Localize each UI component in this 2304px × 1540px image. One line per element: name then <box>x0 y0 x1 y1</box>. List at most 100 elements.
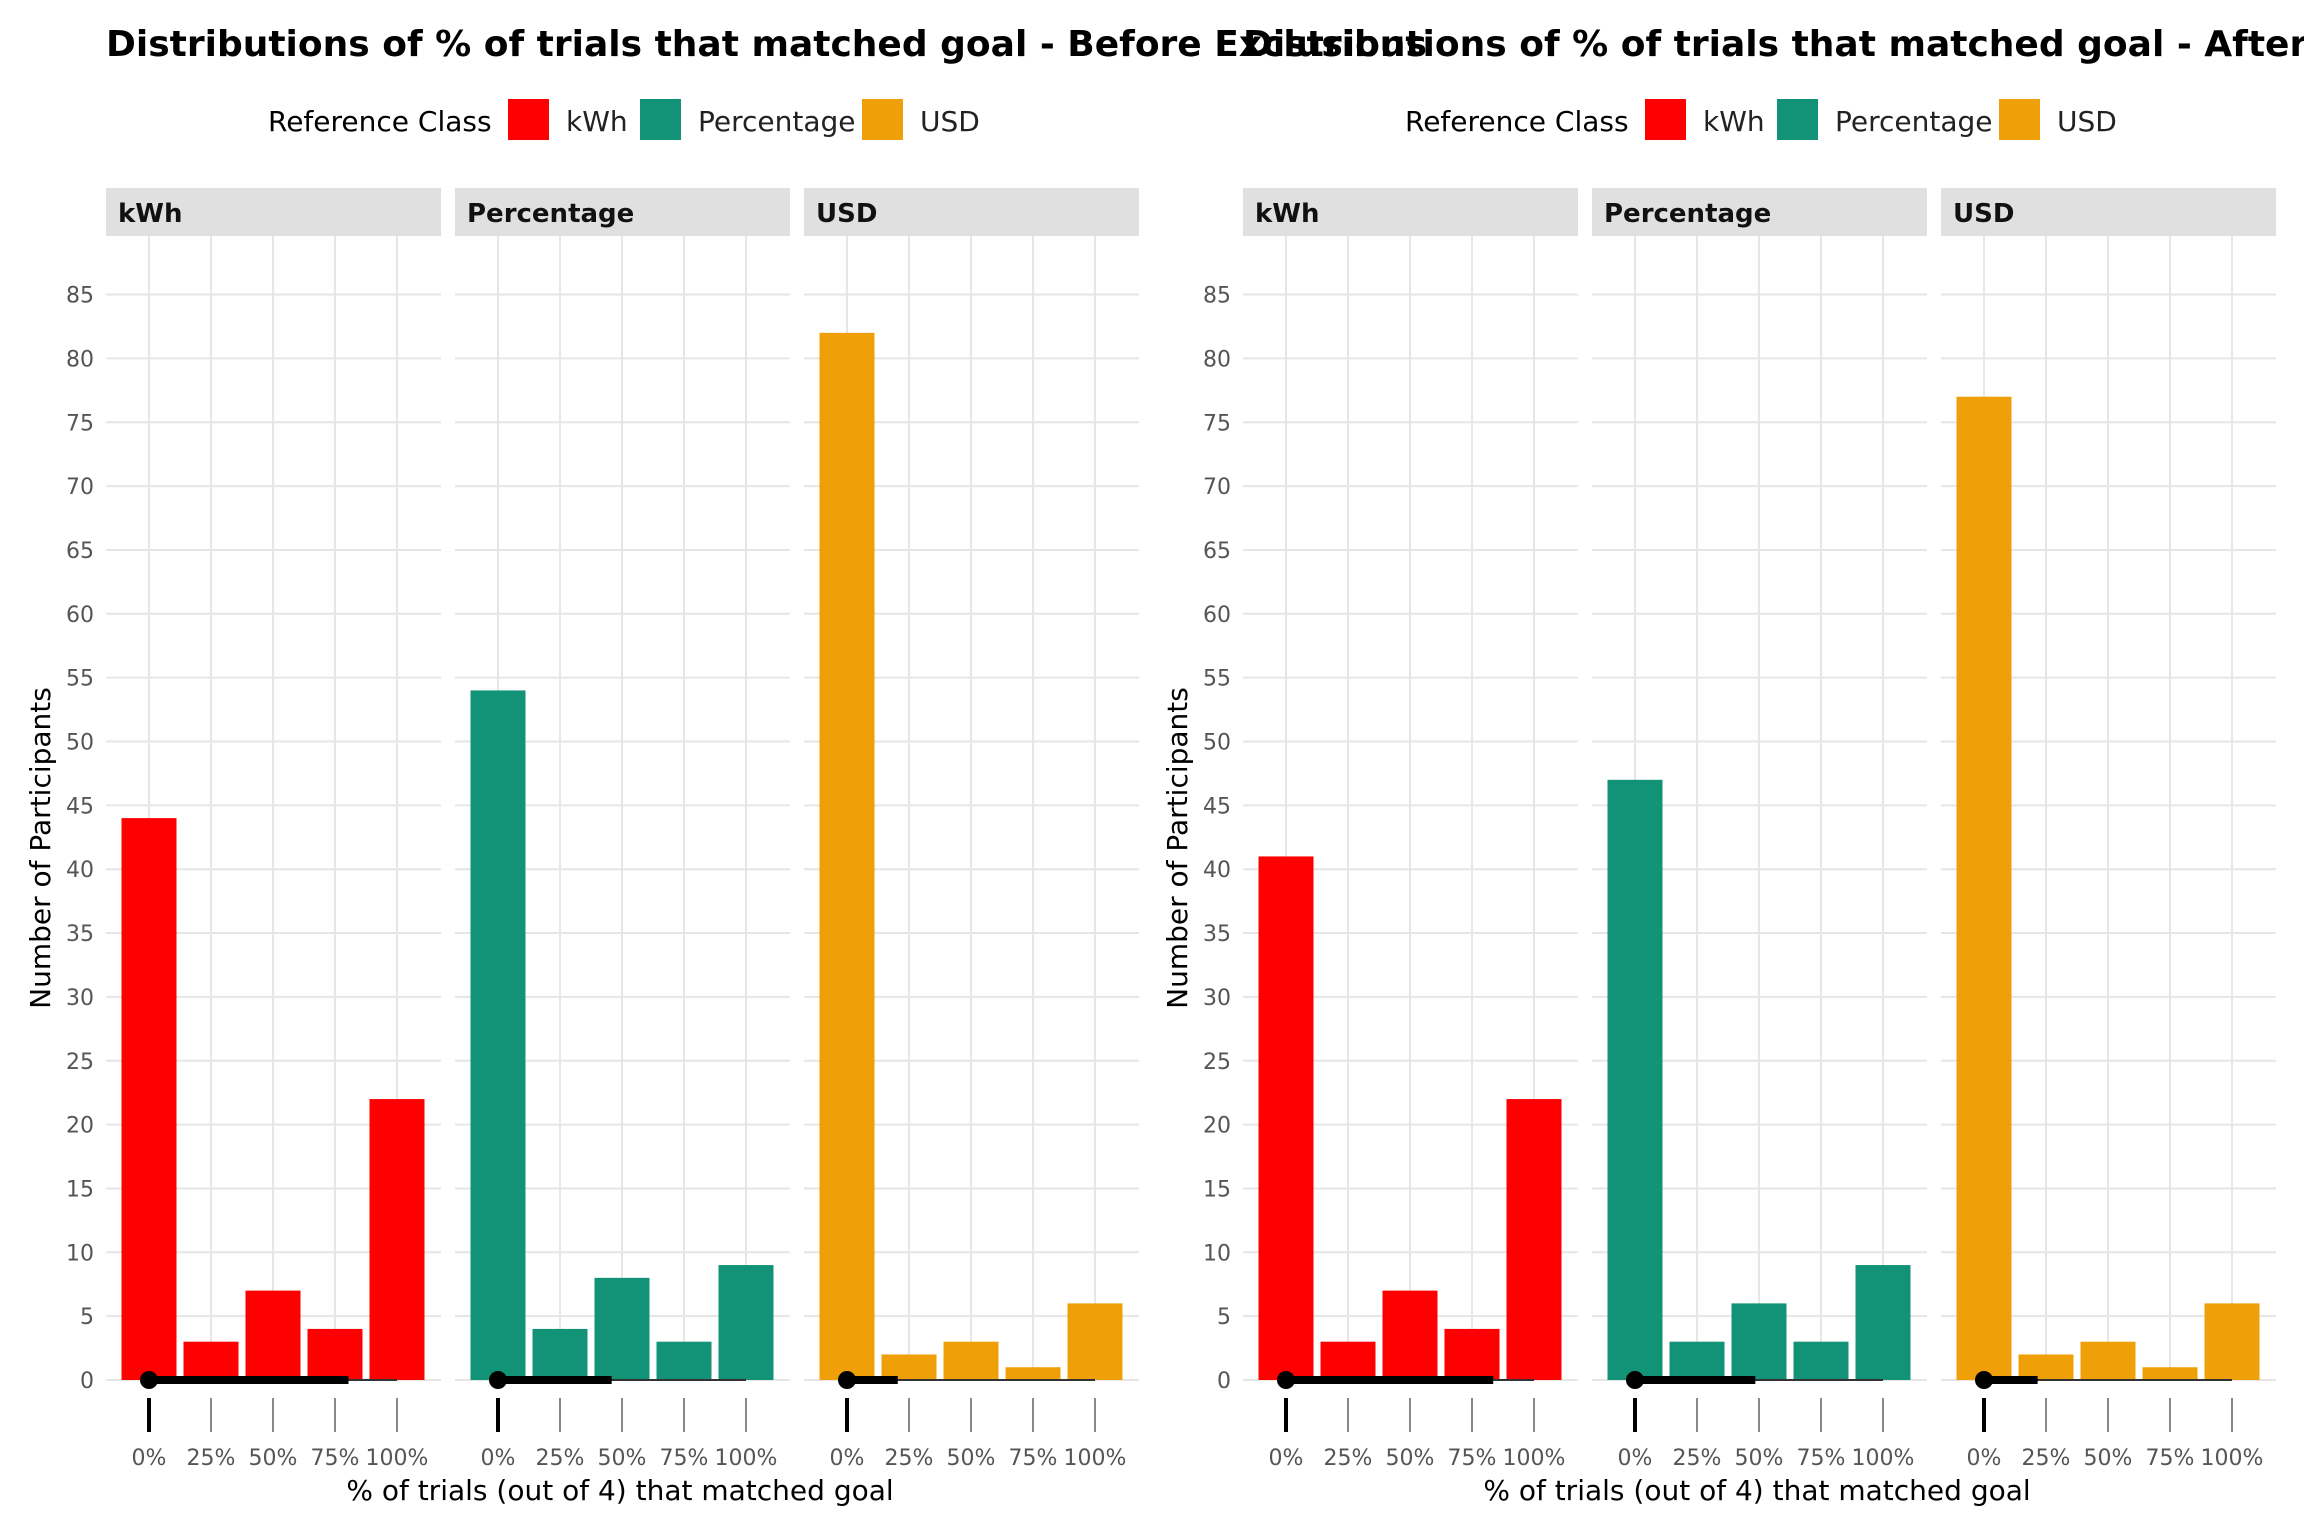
x-tick-label: 25% <box>2022 1446 2071 1471</box>
x-tick-label: 25% <box>1324 1446 1373 1471</box>
y-axis-title: Number of Participants <box>24 687 57 1009</box>
bar <box>183 1341 239 1380</box>
bar <box>1669 1341 1725 1380</box>
x-tick-label: 25% <box>885 1446 934 1471</box>
bar <box>1005 1367 1061 1380</box>
facet-panel-usd: USD 0% 25% 50% 75% 100% <box>1941 188 2276 1471</box>
bar <box>656 1341 712 1380</box>
y-tick-label: 85 <box>66 284 94 309</box>
bar <box>121 818 177 1380</box>
y-tick-label: 45 <box>66 794 94 819</box>
bar <box>943 1341 999 1380</box>
y-tick-label: 35 <box>1203 922 1231 947</box>
y-tick-label: 20 <box>1203 1114 1231 1139</box>
y-tick-label: 30 <box>1203 986 1231 1011</box>
x-tick-label: 75% <box>2146 1446 2195 1471</box>
facet-strip-label: kWh <box>1255 199 1319 229</box>
facet-strip <box>1592 188 1927 236</box>
y-tick-label: 65 <box>66 539 94 564</box>
facet-strip <box>455 188 790 236</box>
legend-label: kWh <box>1703 105 1765 138</box>
bar <box>1793 1341 1849 1380</box>
legend-title: Reference Class <box>1405 105 1629 138</box>
bar <box>1731 1303 1787 1380</box>
y-tick-label: 60 <box>1203 603 1231 628</box>
bar <box>2018 1354 2074 1380</box>
x-tick-label: 50% <box>2084 1446 2133 1471</box>
legend-label: Percentage <box>1835 105 1993 138</box>
y-tick-label: 75 <box>1203 411 1231 436</box>
x-tick-label: 100% <box>1503 1446 1566 1471</box>
chart-title: Distributions of % of trials that matche… <box>1243 24 2304 65</box>
bar <box>1444 1328 1500 1380</box>
x-tick-label: 0% <box>132 1446 167 1471</box>
facet-panel-kwh: kWh 0% 25% 50% 75% 100% <box>106 188 441 1471</box>
bar <box>718 1265 774 1380</box>
y-tick-label: 25 <box>66 1050 94 1075</box>
y-tick-label: 50 <box>1203 731 1231 756</box>
facet-panel-kwh: kWh 0% 25% 50% 75% 100% <box>1243 188 1578 1471</box>
y-axis-title: Number of Participants <box>1161 687 1194 1009</box>
x-tick-label: 75% <box>1448 1446 1497 1471</box>
summary-point-main <box>1975 1371 1993 1389</box>
summary-point-main <box>1626 1371 1644 1389</box>
y-tick-label: 40 <box>1203 858 1231 883</box>
y-tick-label: 5 <box>80 1305 94 1330</box>
chart-1: Distributions of % of trials that matche… <box>24 24 1427 1507</box>
y-tick-label: 65 <box>1203 539 1231 564</box>
legend-title: Reference Class <box>268 105 492 138</box>
x-axis-title: % of trials (out of 4) that matched goal <box>346 1474 893 1507</box>
y-tick-label: 15 <box>1203 1177 1231 1202</box>
bar <box>1382 1290 1438 1380</box>
y-tick-label: 15 <box>66 1177 94 1202</box>
bar <box>1258 856 1314 1380</box>
chart-title: Distributions of % of trials that matche… <box>106 24 1427 65</box>
y-tick-label: 35 <box>66 922 94 947</box>
y-tick-label: 55 <box>1203 667 1231 692</box>
legend-label: USD <box>2057 105 2117 138</box>
legend-swatch <box>1999 99 2040 140</box>
y-tick-label: 50 <box>66 731 94 756</box>
x-tick-label: 75% <box>311 1446 360 1471</box>
x-tick-label: 100% <box>366 1446 429 1471</box>
x-tick-label: 0% <box>481 1446 516 1471</box>
y-tick-label: 60 <box>66 603 94 628</box>
y-tick-label: 80 <box>66 347 94 372</box>
x-tick-label: 0% <box>1269 1446 1304 1471</box>
bar <box>245 1290 301 1380</box>
bar <box>1607 779 1663 1380</box>
facet-panel-usd: USD 0% 25% 50% 75% 100% <box>804 188 1139 1471</box>
bar <box>1067 1303 1123 1380</box>
summary-point-main <box>838 1371 856 1389</box>
legend-swatch <box>1645 99 1686 140</box>
y-tick-label: 0 <box>80 1369 94 1394</box>
y-tick-label: 55 <box>66 667 94 692</box>
legend-swatch <box>508 99 549 140</box>
y-tick-label: 45 <box>1203 794 1231 819</box>
y-tick-label: 25 <box>1203 1050 1231 1075</box>
y-tick-label: 70 <box>1203 475 1231 500</box>
facet-strip-label: kWh <box>118 199 182 229</box>
y-tick-label: 20 <box>66 1114 94 1139</box>
x-tick-label: 75% <box>1797 1446 1846 1471</box>
x-tick-label: 0% <box>1967 1446 2002 1471</box>
x-tick-label: 50% <box>598 1446 647 1471</box>
facet-strip-label: USD <box>1953 199 2014 229</box>
x-axis-title: % of trials (out of 4) that matched goal <box>1483 1474 2030 1507</box>
bar <box>2142 1367 2198 1380</box>
bar <box>594 1277 650 1380</box>
bar <box>1956 396 2012 1381</box>
legend-label: USD <box>920 105 980 138</box>
x-tick-label: 50% <box>947 1446 996 1471</box>
y-tick-label: 70 <box>66 475 94 500</box>
y-tick-label: 10 <box>1203 1241 1231 1266</box>
chart-2: Distributions of % of trials that matche… <box>1161 24 2304 1507</box>
legend-label: Percentage <box>698 105 856 138</box>
legend-swatch <box>862 99 903 140</box>
summary-point-main <box>140 1371 158 1389</box>
facet-panel-percentage: Percentage 0% 25% 50% 75% 100% <box>455 188 790 1471</box>
legend: Reference Class kWh Percentage USD <box>1405 99 2117 140</box>
x-tick-label: 100% <box>2201 1446 2264 1471</box>
